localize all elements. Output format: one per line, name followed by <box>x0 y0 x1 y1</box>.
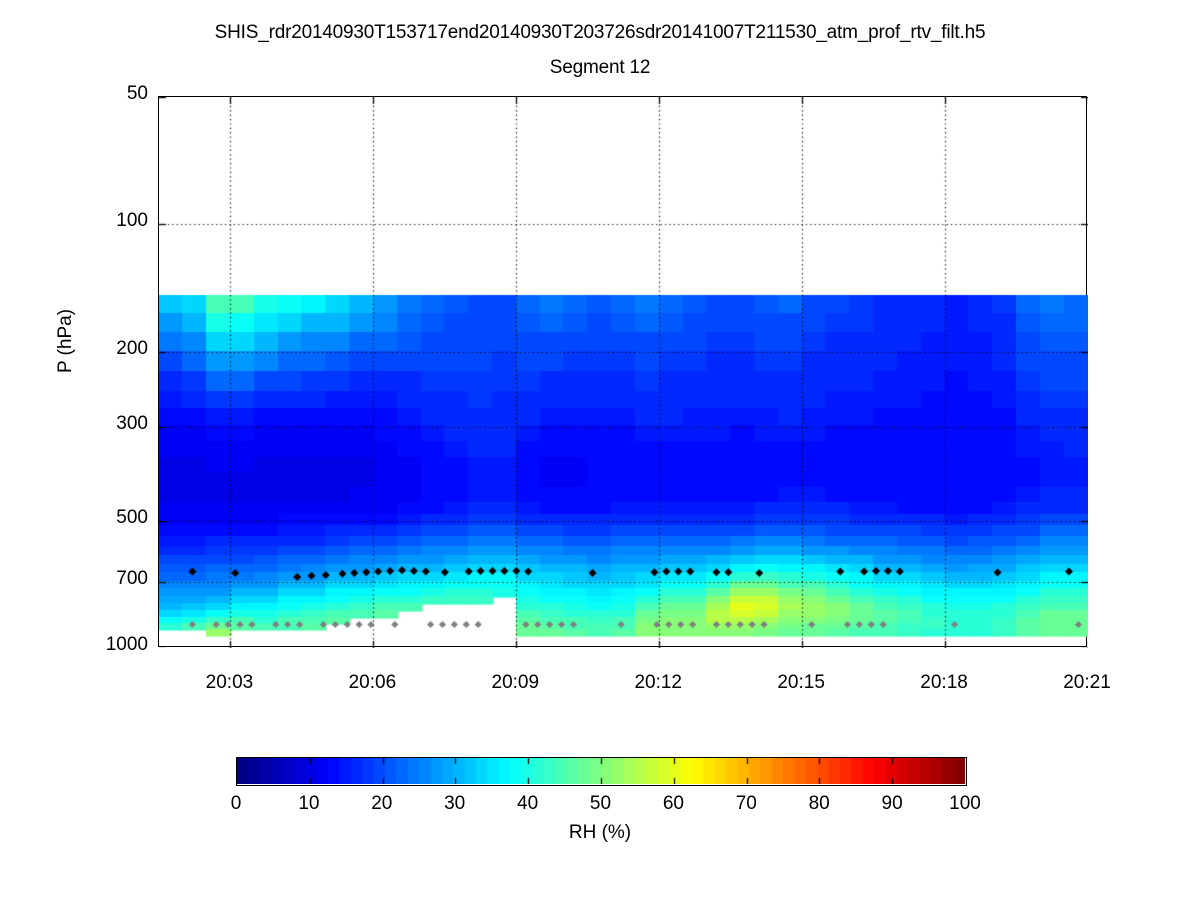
x-tick-label: 20:03 <box>205 672 254 693</box>
x-tick-label: 20:06 <box>348 672 397 693</box>
y-tick-label: 200 <box>116 337 148 359</box>
page-subtitle: Segment 12 <box>549 57 651 78</box>
y-tick-label: 100 <box>116 210 148 232</box>
colorbar-tick-label: 80 <box>808 793 830 814</box>
colorbar-tick-label: 40 <box>517 793 539 814</box>
colorbar-tick-label: 20 <box>371 793 393 814</box>
colorbar-tick-label: 0 <box>230 793 242 814</box>
y-tick-label: 500 <box>116 506 148 528</box>
colorbar-tick-label: 100 <box>949 793 981 814</box>
colorbar-tick-label: 50 <box>589 793 612 814</box>
y-tick-label: 50 <box>126 83 148 104</box>
x-tick-label: 20:12 <box>634 672 682 693</box>
colorbar-label: RH (%) <box>568 822 632 843</box>
colorbar-tick-label: 10 <box>298 793 320 814</box>
y-tick-label: 1000 <box>105 634 148 655</box>
x-tick-label: 20:21 <box>1063 672 1111 693</box>
plot-area <box>158 96 1088 648</box>
y-tick-label: 300 <box>116 412 148 434</box>
colorbar-tick-label: 90 <box>881 793 903 814</box>
grid-and-markers-overlay <box>159 97 1088 648</box>
page-title: SHIS_rdr20140930T153717end20140930T20372… <box>214 22 986 43</box>
x-tick-label: 20:15 <box>777 672 825 693</box>
x-tick-label: 20:18 <box>920 672 968 693</box>
x-tick-label: 20:09 <box>491 672 540 693</box>
colorbar-tick-label: 70 <box>735 793 757 814</box>
colorbar-gradient <box>237 758 965 784</box>
y-tick-label: 700 <box>116 568 148 590</box>
colorbar-tick-label: 60 <box>662 793 684 814</box>
colorbar <box>236 757 967 786</box>
colorbar-tick-label: 30 <box>444 793 466 814</box>
